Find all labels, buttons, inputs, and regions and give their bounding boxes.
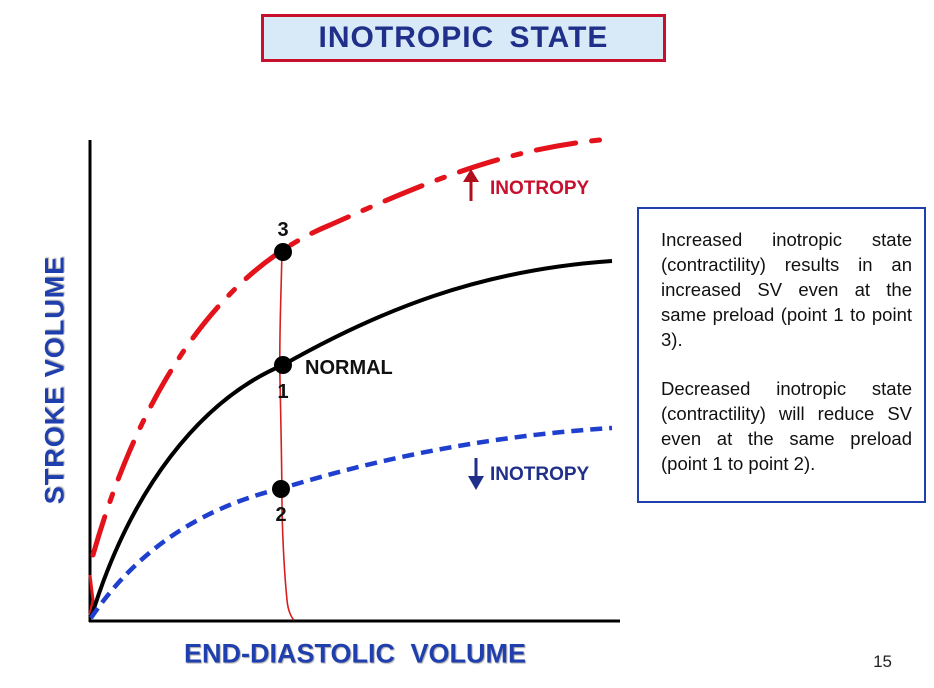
page-title: INOTROPIC STATE [318, 21, 609, 54]
info-box: Increased inotropic state (contractility… [637, 207, 926, 503]
point-2-label: 2 [275, 504, 286, 526]
x-axis-label: END-DIASTOLIC VOLUME [183, 638, 527, 669]
curve-increased-inotropy [90, 137, 603, 558]
info-paragraph-increased: Increased inotropic state (contractility… [661, 229, 912, 350]
origin-mark [88, 574, 95, 616]
point-3-marker [274, 243, 292, 261]
arrow-up-icon [463, 169, 479, 201]
normal-curve-label: NORMAL [305, 357, 393, 379]
point-1-marker [274, 356, 292, 374]
curve-normal [89, 259, 613, 619]
increased-inotropy-label: INOTROPY [490, 178, 590, 199]
info-paragraph-decreased: Decreased inotropic state (contractility… [661, 378, 912, 474]
arrow-down-icon [468, 458, 484, 490]
point-3-label: 3 [277, 219, 288, 241]
y-axis-label: STROKE VOLUME [39, 255, 70, 505]
title-box: INOTROPIC STATE [261, 14, 666, 62]
preload-annotation-line [278, 249, 295, 621]
page-number: 15 [873, 652, 892, 671]
point-1-label: 1 [277, 381, 288, 403]
curve-decreased-inotropy [89, 425, 613, 620]
decreased-inotropy-label: INOTROPY [490, 464, 590, 485]
point-2-marker [272, 480, 290, 498]
